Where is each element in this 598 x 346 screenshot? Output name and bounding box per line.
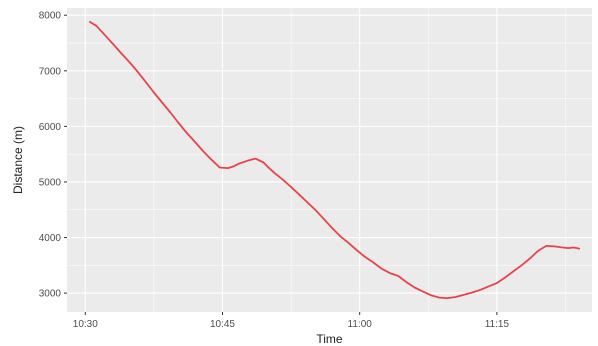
- x-tick-label: 10:45: [210, 319, 235, 330]
- x-axis-title: Time: [316, 332, 343, 346]
- y-tick-label: 3000: [39, 289, 62, 300]
- x-axis-ticks: [84, 312, 498, 315]
- x-tick-label: 10:30: [73, 319, 98, 330]
- series-layer: [89, 20, 581, 300]
- x-axis-tick-labels: 10:30 10:45 11:00 11:15: [73, 319, 510, 330]
- minor-gridlines: [67, 8, 592, 312]
- y-axis-title: Distance (m): [11, 126, 25, 194]
- distance-series-line: [89, 20, 581, 300]
- y-tick-label: 8000: [39, 11, 62, 22]
- y-tick-label: 7000: [39, 66, 62, 77]
- major-gridlines: [67, 8, 592, 312]
- x-tick-label: 11:00: [348, 319, 373, 330]
- y-tick-label: 4000: [39, 233, 62, 244]
- y-axis-tick-labels: 3000 4000 5000 6000 7000 8000: [39, 11, 62, 300]
- y-axis-ticks: [64, 14, 67, 294]
- x-tick-label: 11:15: [485, 319, 510, 330]
- y-tick-label: 6000: [39, 122, 62, 133]
- y-tick-label: 5000: [39, 177, 62, 188]
- plot-panel: [67, 8, 592, 312]
